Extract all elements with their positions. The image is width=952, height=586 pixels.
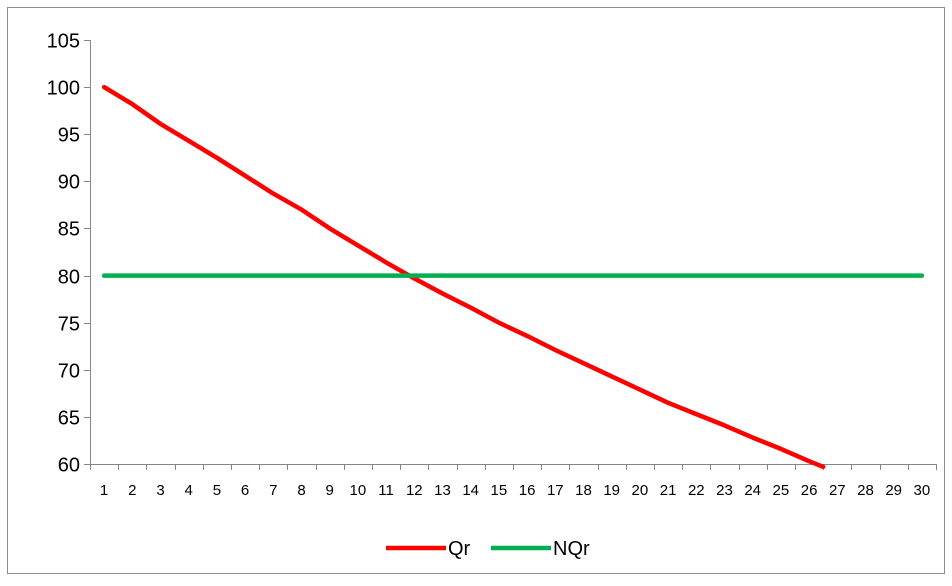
y-tick-label: 70 xyxy=(58,361,80,383)
x-tick-label: 8 xyxy=(297,482,305,499)
x-tick-label: 2 xyxy=(128,482,136,499)
x-tick-label: 7 xyxy=(269,482,277,499)
x-tick-label: 22 xyxy=(688,482,705,499)
y-tick-label: 100 xyxy=(47,78,80,100)
series-line-qr xyxy=(101,84,826,470)
x-tick-label: 3 xyxy=(156,482,164,499)
x-tick-label: 16 xyxy=(519,482,536,499)
x-tick-label: 27 xyxy=(829,482,846,499)
y-tick-label: 80 xyxy=(58,267,80,289)
y-tick-label: 95 xyxy=(58,125,80,147)
y-tick-label: 65 xyxy=(58,408,80,430)
chart-border xyxy=(7,7,945,574)
x-tick-label: 9 xyxy=(326,482,334,499)
x-tick-label: 24 xyxy=(744,482,761,499)
x-tick-label: 18 xyxy=(575,482,592,499)
x-tick-label: 1 xyxy=(100,482,108,499)
x-tick-label: 5 xyxy=(213,482,221,499)
x-tick-label: 19 xyxy=(603,482,620,499)
x-tick-label: 4 xyxy=(185,482,193,499)
legend-label-nqr: NQr xyxy=(553,538,590,560)
y-tick-label: 75 xyxy=(58,314,80,336)
y-tick-label: 60 xyxy=(58,455,80,477)
legend-label-qr: Qr xyxy=(448,538,471,560)
x-tick-label: 14 xyxy=(462,482,479,499)
x-tick-label: 17 xyxy=(547,482,564,499)
x-tick-label: 23 xyxy=(716,482,733,499)
x-tick-label: 25 xyxy=(773,482,790,499)
x-tick-label: 10 xyxy=(350,482,367,499)
y-tick-label: 105 xyxy=(47,31,80,53)
y-tick-label: 90 xyxy=(58,172,80,194)
x-axis-ticks: 1 2 3 4 5 6 7 8 9 10 11 12 13 14 15 16 17 18 19 20 21 22 23 24 2… xyxy=(90,464,937,499)
x-tick-label: 12 xyxy=(406,482,423,499)
x-tick-label: 13 xyxy=(434,482,451,499)
x-tick-label: 21 xyxy=(660,482,677,499)
y-tick-label: 85 xyxy=(58,219,80,241)
y-axis-ticks: 60 65 70 75 80 85 90 95 100 105 xyxy=(47,31,90,477)
x-tick-label: 28 xyxy=(857,482,874,499)
series-group xyxy=(101,84,925,470)
x-tick-label: 30 xyxy=(914,482,931,499)
x-tick-label: 6 xyxy=(241,482,249,499)
x-tick-label: 26 xyxy=(801,482,818,499)
x-tick-label: 11 xyxy=(378,482,394,499)
x-tick-label: 29 xyxy=(885,482,902,499)
legend: Qr NQr xyxy=(386,538,590,560)
x-tick-label: 15 xyxy=(491,482,508,499)
x-tick-label: 20 xyxy=(632,482,649,499)
